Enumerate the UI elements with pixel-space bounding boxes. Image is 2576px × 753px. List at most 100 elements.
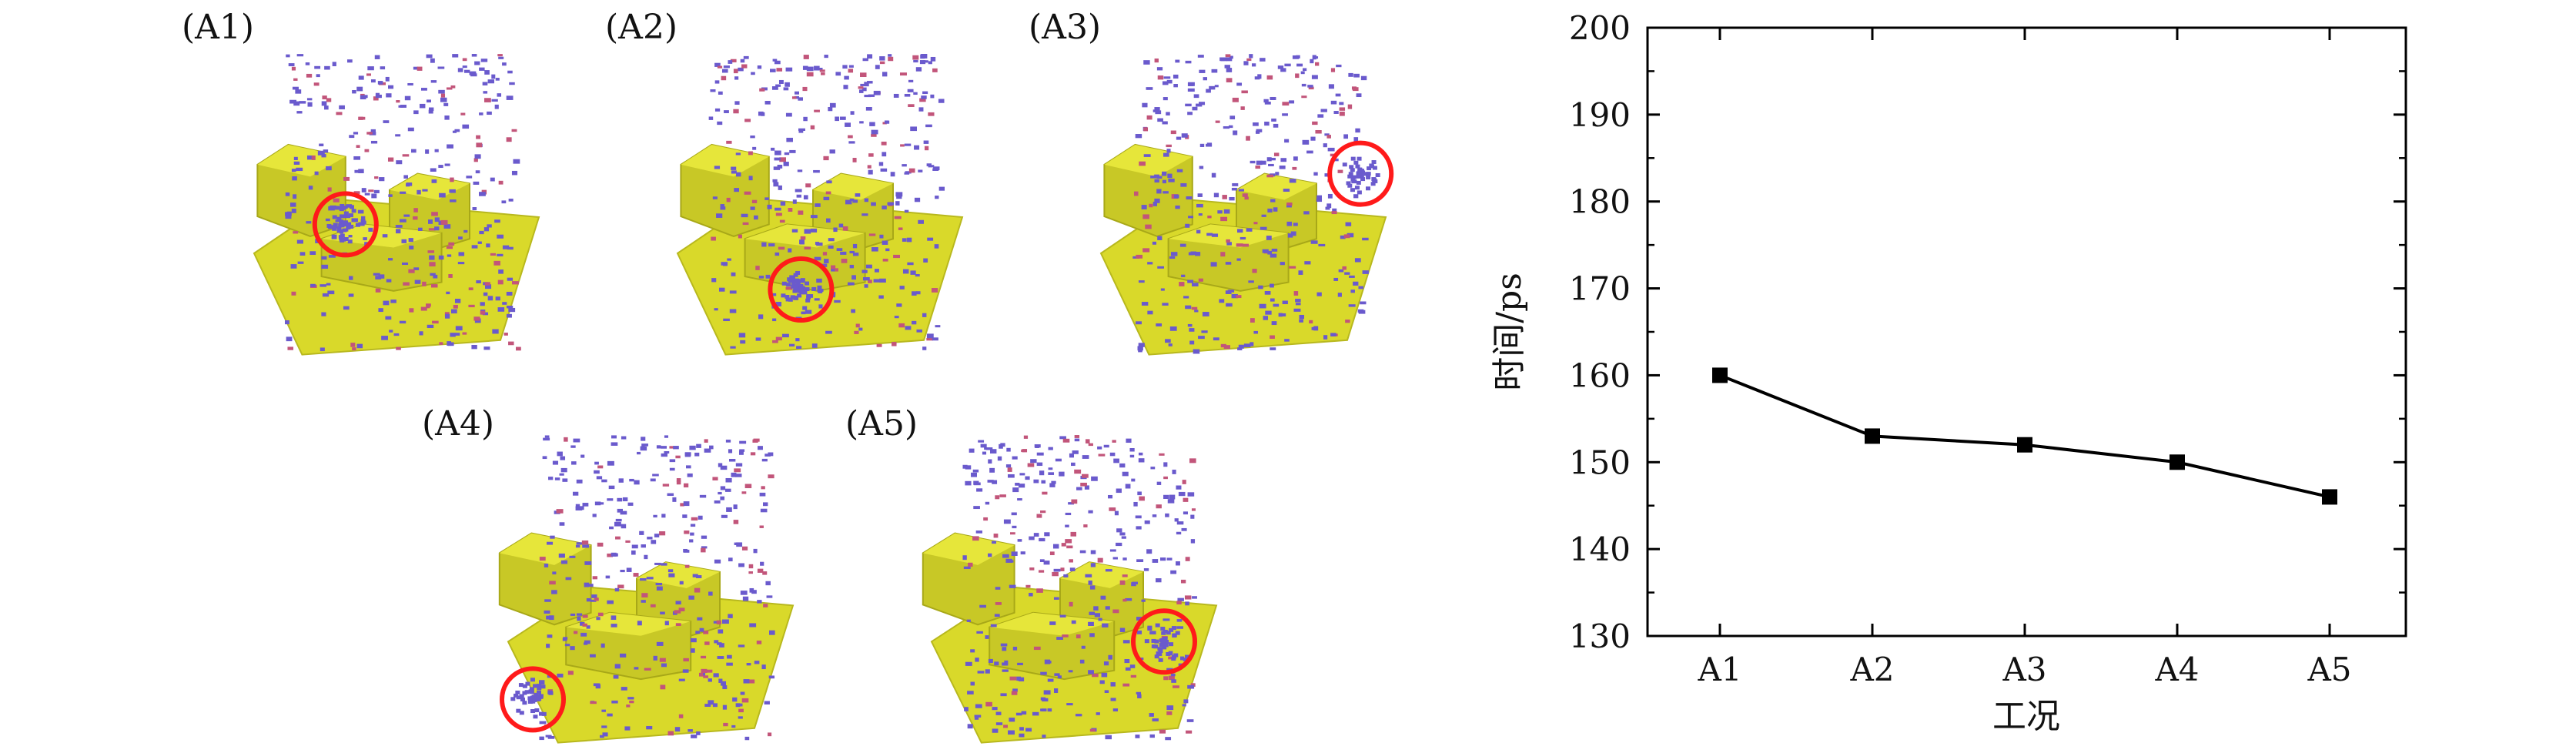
- particle: [1262, 249, 1269, 253]
- particle: [502, 245, 510, 249]
- particle: [361, 216, 366, 219]
- particle: [829, 149, 835, 154]
- particle: [393, 333, 400, 336]
- particle: [720, 204, 725, 209]
- particle: [768, 243, 775, 247]
- particle: [1059, 614, 1066, 617]
- particle: [306, 73, 313, 78]
- particle: [621, 687, 627, 691]
- particle: [680, 503, 684, 507]
- particle: [1256, 160, 1263, 166]
- particle: [682, 669, 689, 673]
- particle: [331, 234, 337, 239]
- particle: [989, 449, 997, 454]
- particle: [448, 274, 453, 278]
- particle: [913, 92, 918, 95]
- particle: [772, 340, 778, 343]
- particle: [1054, 688, 1059, 694]
- particle: [291, 66, 296, 71]
- particle: [1143, 127, 1149, 132]
- particle: [718, 463, 723, 467]
- particle: [332, 62, 336, 67]
- particle: [919, 60, 926, 65]
- cluster-particle: [1342, 162, 1347, 167]
- particle: [759, 88, 765, 92]
- particle: [586, 625, 590, 629]
- particle: [1219, 299, 1225, 303]
- particle: [596, 476, 603, 480]
- cluster-particle: [510, 697, 516, 701]
- particle: [1152, 718, 1159, 721]
- cluster-particle: [788, 297, 793, 302]
- particle: [1233, 130, 1238, 136]
- particle: [810, 215, 818, 219]
- particle: [1185, 103, 1192, 107]
- particle: [544, 564, 549, 567]
- snapshot-panel-a3: (A3): [1016, 0, 1417, 362]
- particle: [778, 185, 782, 190]
- particle: [1337, 293, 1342, 297]
- particle: [988, 553, 992, 557]
- particle: [690, 524, 696, 527]
- particle: [1154, 107, 1160, 111]
- particle: [605, 575, 611, 579]
- particle: [429, 255, 435, 260]
- particle: [888, 56, 894, 62]
- particle: [755, 266, 760, 270]
- particle: [802, 65, 808, 70]
- particle: [660, 611, 665, 615]
- particle: [1332, 208, 1337, 212]
- particle: [563, 637, 568, 640]
- particle: [1176, 561, 1180, 566]
- particle: [444, 313, 450, 319]
- particle: [1180, 579, 1186, 584]
- particle: [1088, 443, 1093, 447]
- particle: [580, 454, 585, 458]
- particle: [714, 640, 719, 644]
- particle: [1316, 199, 1323, 202]
- particle: [721, 75, 727, 81]
- particle: [840, 251, 847, 255]
- particle: [1125, 667, 1131, 671]
- particle: [364, 149, 370, 152]
- particle: [626, 567, 632, 572]
- particle: [627, 502, 634, 506]
- particle: [708, 591, 713, 596]
- particle: [823, 196, 830, 201]
- cluster-particle: [516, 695, 521, 700]
- cluster-particle: [515, 690, 520, 694]
- cluster-particle: [516, 708, 521, 713]
- particle: [506, 137, 512, 142]
- particle: [1289, 179, 1296, 183]
- particle: [350, 343, 356, 347]
- particle: [980, 443, 987, 448]
- particle: [664, 450, 670, 454]
- y-tick-label: 200: [1569, 9, 1631, 47]
- particle: [724, 488, 731, 492]
- particle: [1176, 619, 1183, 622]
- substrate-block-top: [922, 533, 1015, 565]
- particle: [1157, 75, 1164, 80]
- particle: [1271, 118, 1276, 122]
- particle: [834, 300, 841, 303]
- particle: [982, 451, 987, 455]
- particle: [988, 459, 992, 464]
- particle: [419, 331, 423, 336]
- particle: [487, 111, 492, 115]
- particle: [983, 517, 989, 521]
- particle: [577, 616, 581, 621]
- particle: [782, 333, 789, 338]
- particle: [1021, 711, 1027, 715]
- particle: [768, 732, 772, 737]
- particle: [661, 663, 667, 668]
- particle: [1163, 618, 1170, 621]
- particle: [1057, 675, 1062, 679]
- particle: [694, 587, 701, 593]
- particle: [815, 203, 821, 207]
- particle: [450, 199, 457, 202]
- particle: [1053, 568, 1061, 572]
- particle: [509, 82, 515, 85]
- particle: [924, 146, 929, 151]
- particle: [356, 343, 363, 349]
- particle: [406, 183, 410, 187]
